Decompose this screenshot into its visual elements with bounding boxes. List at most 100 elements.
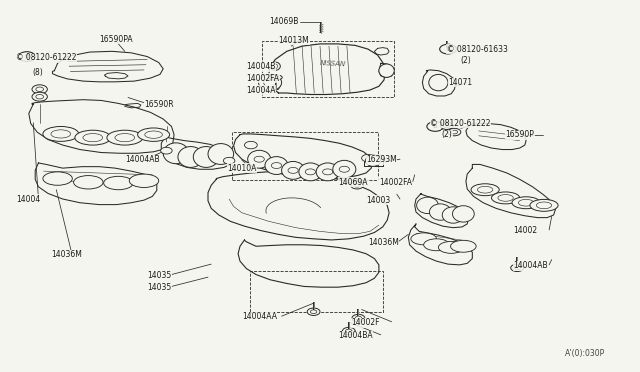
Ellipse shape: [265, 157, 288, 174]
Circle shape: [511, 264, 524, 272]
Text: (8): (8): [32, 68, 43, 77]
Ellipse shape: [299, 163, 322, 181]
Circle shape: [36, 94, 44, 99]
Text: © 08120-61222: © 08120-61222: [430, 119, 491, 128]
Circle shape: [36, 87, 44, 92]
Circle shape: [271, 163, 282, 169]
Ellipse shape: [163, 143, 189, 164]
Circle shape: [440, 122, 453, 129]
Text: B: B: [433, 124, 438, 129]
Bar: [250, 271, 383, 312]
Text: A’(0):030P: A’(0):030P: [564, 349, 605, 358]
Ellipse shape: [518, 199, 534, 206]
Text: 14069B: 14069B: [269, 17, 298, 26]
Circle shape: [32, 85, 47, 94]
Text: 14010A: 14010A: [227, 164, 257, 173]
Text: 14002FA: 14002FA: [246, 74, 280, 83]
Ellipse shape: [138, 128, 170, 141]
Circle shape: [444, 124, 450, 128]
Ellipse shape: [512, 197, 540, 209]
Circle shape: [244, 141, 257, 149]
Circle shape: [362, 154, 374, 162]
Circle shape: [440, 44, 456, 54]
Text: 14069A: 14069A: [338, 178, 367, 187]
Circle shape: [305, 169, 316, 175]
Ellipse shape: [74, 176, 103, 189]
Ellipse shape: [365, 155, 381, 166]
Ellipse shape: [115, 134, 134, 142]
Text: (2): (2): [442, 130, 452, 139]
Circle shape: [354, 183, 360, 187]
Circle shape: [307, 308, 320, 315]
Ellipse shape: [424, 239, 449, 251]
Ellipse shape: [129, 174, 159, 187]
Ellipse shape: [259, 74, 282, 91]
Ellipse shape: [104, 176, 133, 190]
Text: 16590P: 16590P: [506, 130, 534, 139]
Circle shape: [448, 128, 461, 136]
Text: 14071: 14071: [448, 78, 472, 87]
Ellipse shape: [411, 233, 436, 245]
Ellipse shape: [270, 62, 280, 70]
Ellipse shape: [451, 240, 476, 252]
Ellipse shape: [316, 163, 339, 181]
Ellipse shape: [43, 172, 72, 185]
Text: 14004: 14004: [16, 195, 40, 203]
Text: 14035: 14035: [147, 283, 172, 292]
Text: 16590PA: 16590PA: [99, 35, 133, 44]
Circle shape: [514, 266, 520, 270]
Text: 14002FA: 14002FA: [379, 178, 412, 187]
Ellipse shape: [282, 161, 305, 179]
Ellipse shape: [417, 197, 438, 214]
Ellipse shape: [51, 130, 70, 138]
Text: 16293M: 16293M: [366, 155, 397, 164]
Ellipse shape: [271, 76, 279, 79]
Text: 14004B: 14004B: [246, 62, 276, 71]
Text: 14004BA: 14004BA: [338, 331, 372, 340]
Text: 14004AA: 14004AA: [242, 312, 277, 321]
Circle shape: [346, 329, 352, 333]
Circle shape: [427, 122, 444, 131]
Circle shape: [351, 182, 364, 189]
Bar: [232, 132, 378, 180]
Ellipse shape: [75, 130, 111, 145]
Ellipse shape: [429, 74, 448, 91]
Ellipse shape: [107, 130, 143, 145]
Ellipse shape: [273, 64, 278, 68]
Ellipse shape: [248, 150, 271, 168]
Ellipse shape: [333, 160, 356, 178]
Ellipse shape: [498, 195, 513, 201]
Ellipse shape: [145, 131, 163, 138]
Circle shape: [32, 92, 47, 101]
Text: 14004AB: 14004AB: [513, 262, 548, 270]
Text: 14036M: 14036M: [51, 250, 82, 259]
Text: 14036M: 14036M: [368, 238, 399, 247]
Ellipse shape: [429, 204, 451, 220]
Text: 14013M: 14013M: [278, 36, 309, 45]
Circle shape: [254, 156, 264, 162]
Text: © 08120-61633: © 08120-61633: [447, 45, 508, 54]
Circle shape: [342, 327, 355, 335]
Ellipse shape: [530, 199, 558, 211]
Text: 16590R: 16590R: [144, 100, 173, 109]
Text: B: B: [445, 46, 451, 52]
Ellipse shape: [477, 186, 493, 193]
Circle shape: [288, 167, 298, 173]
Ellipse shape: [536, 202, 552, 209]
Text: 14035: 14035: [147, 271, 172, 280]
Ellipse shape: [208, 144, 234, 164]
Ellipse shape: [268, 75, 282, 80]
Text: 14003: 14003: [366, 196, 390, 205]
Ellipse shape: [264, 78, 276, 87]
Circle shape: [19, 52, 35, 61]
Ellipse shape: [83, 134, 102, 142]
Bar: [262, 41, 394, 97]
Ellipse shape: [492, 192, 520, 204]
Circle shape: [352, 314, 365, 322]
Ellipse shape: [438, 241, 464, 253]
Text: © 08120-61222: © 08120-61222: [16, 53, 77, 62]
Ellipse shape: [442, 207, 464, 223]
Ellipse shape: [193, 147, 219, 167]
Ellipse shape: [452, 206, 474, 222]
Text: 14004A: 14004A: [246, 86, 276, 94]
